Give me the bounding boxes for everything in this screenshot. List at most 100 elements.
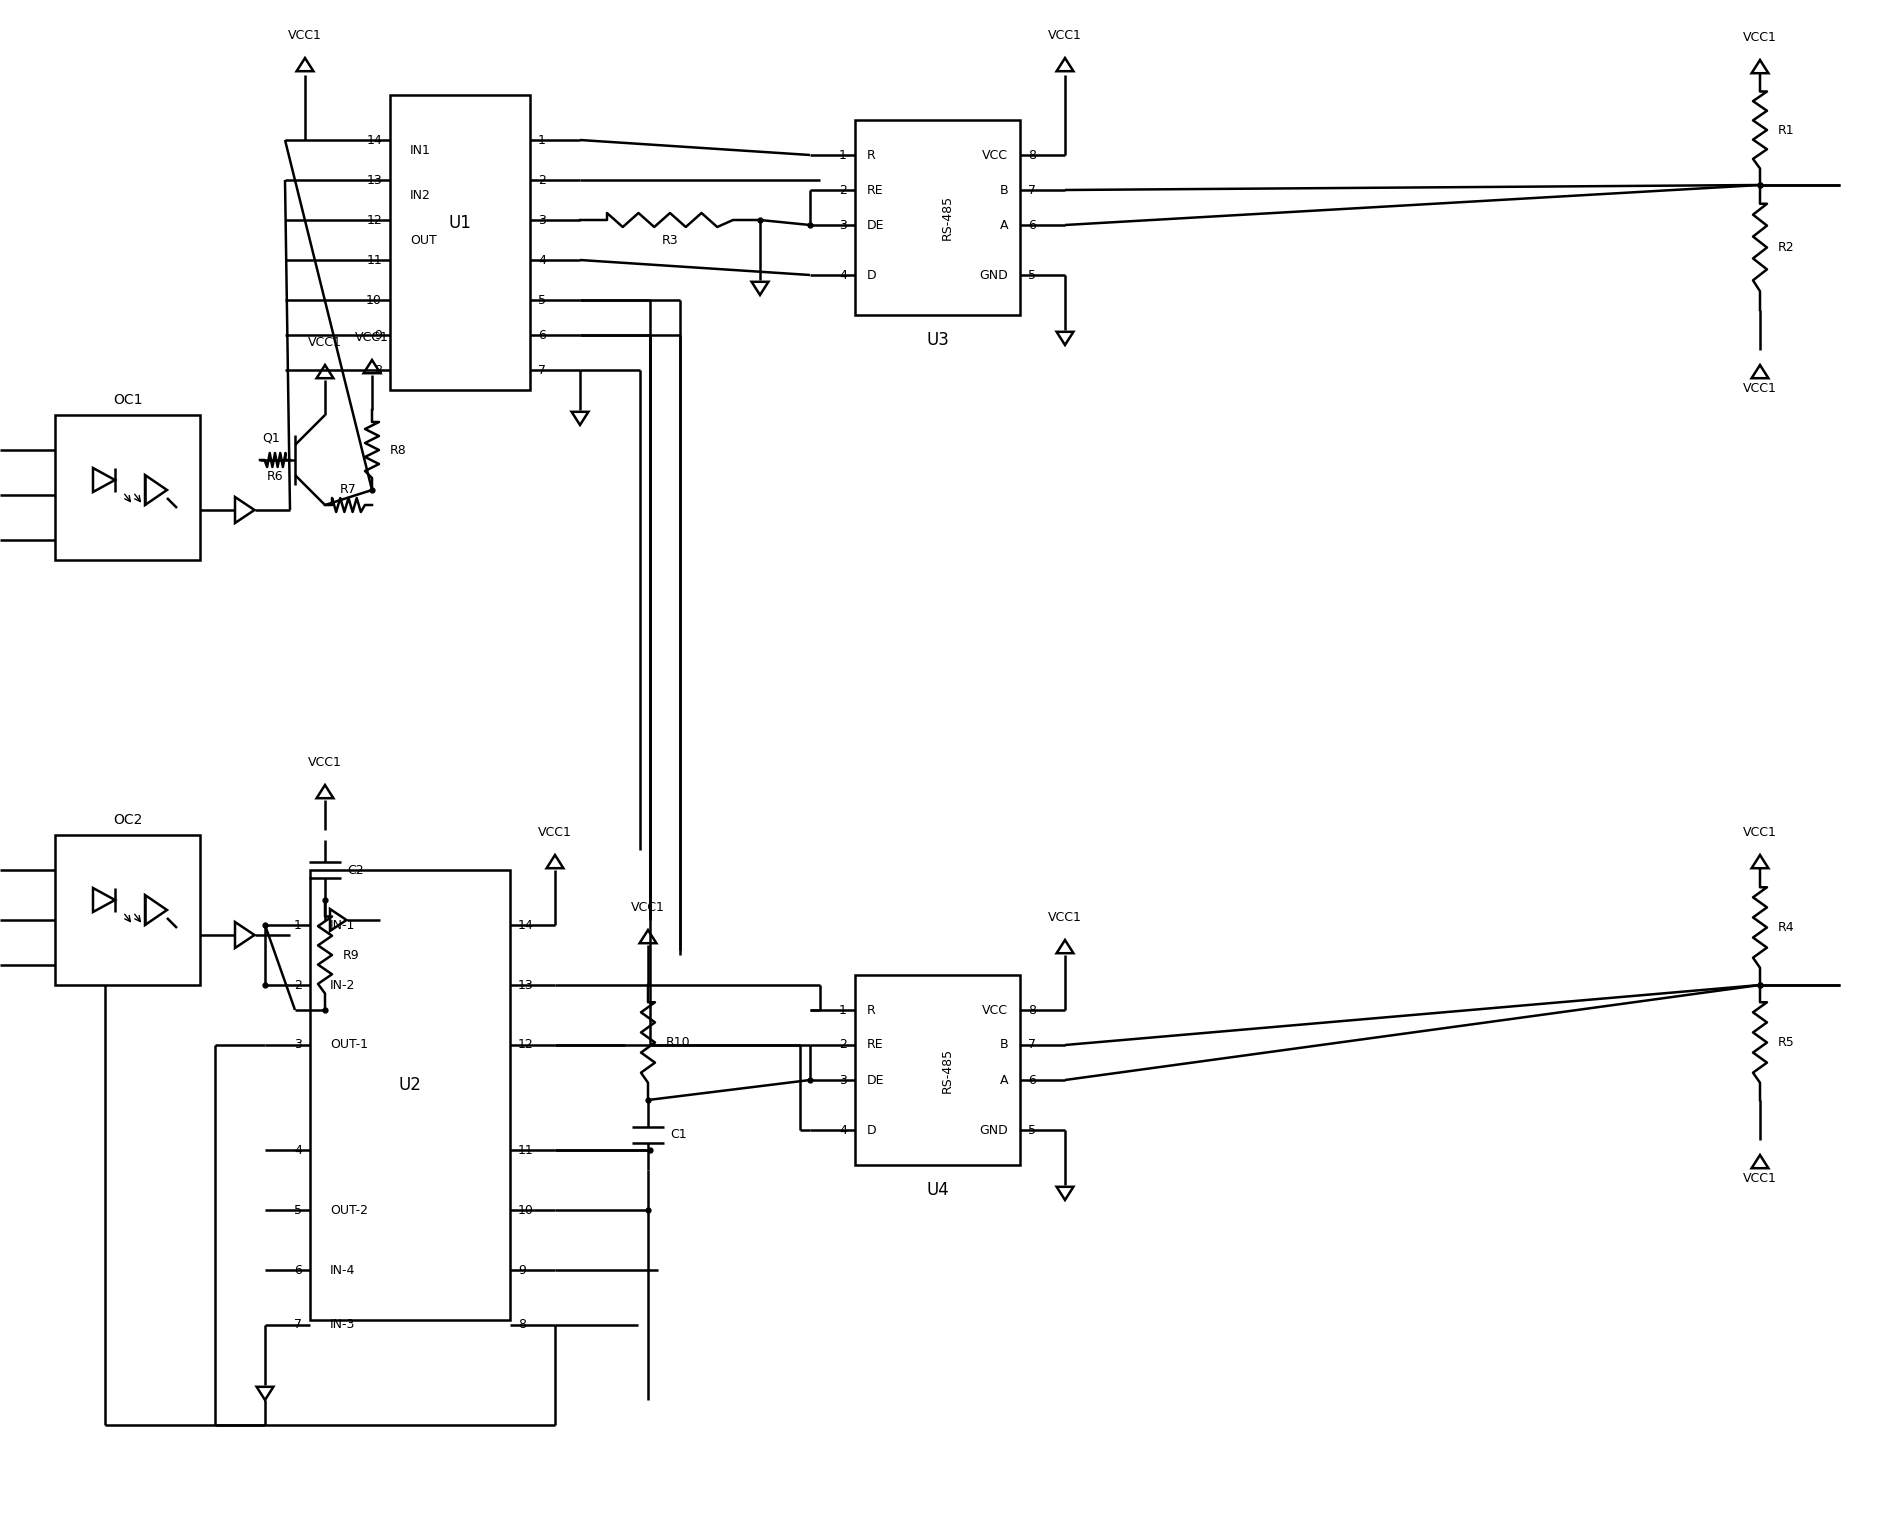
Text: 6: 6 — [1028, 218, 1035, 232]
Text: OC2: OC2 — [112, 813, 143, 827]
Text: R3: R3 — [662, 233, 677, 247]
Text: 4: 4 — [839, 1123, 847, 1137]
Text: 6: 6 — [1028, 1073, 1035, 1087]
Text: 1: 1 — [539, 133, 546, 146]
Text: VCC1: VCC1 — [1049, 911, 1083, 923]
Text: RE: RE — [868, 183, 883, 197]
Text: OUT-1: OUT-1 — [329, 1039, 367, 1051]
Bar — [390, 95, 531, 391]
Text: 11: 11 — [518, 1143, 533, 1157]
Text: 1: 1 — [839, 1004, 847, 1016]
Text: IN2: IN2 — [409, 189, 430, 201]
Text: R4: R4 — [1777, 920, 1795, 934]
Text: 3: 3 — [539, 214, 546, 226]
Text: 7: 7 — [293, 1318, 303, 1332]
Text: OUT: OUT — [409, 233, 438, 247]
Text: VCC1: VCC1 — [356, 331, 388, 343]
Text: VCC1: VCC1 — [539, 826, 573, 838]
Bar — [854, 975, 1020, 1164]
Text: 3: 3 — [295, 1039, 303, 1051]
Text: IN-3: IN-3 — [329, 1318, 356, 1332]
Text: A: A — [999, 218, 1009, 232]
Text: 13: 13 — [518, 978, 533, 992]
Text: 7: 7 — [539, 363, 546, 377]
Text: Q1: Q1 — [263, 432, 280, 444]
Text: 8: 8 — [375, 363, 383, 377]
Text: 3: 3 — [839, 1073, 847, 1087]
Bar — [55, 415, 200, 560]
Text: VCC1: VCC1 — [308, 755, 343, 769]
Text: IN-1: IN-1 — [329, 919, 356, 931]
Text: 2: 2 — [295, 978, 303, 992]
Text: 9: 9 — [375, 328, 383, 342]
Text: 5: 5 — [293, 1204, 303, 1216]
Text: 12: 12 — [365, 214, 383, 226]
Text: 1: 1 — [839, 148, 847, 162]
Text: 10: 10 — [518, 1204, 535, 1216]
Text: 4: 4 — [839, 269, 847, 281]
Text: R10: R10 — [666, 1036, 691, 1048]
Text: 5: 5 — [1028, 269, 1035, 281]
Text: U3: U3 — [927, 331, 950, 349]
Text: RE: RE — [868, 1039, 883, 1051]
Text: GND: GND — [980, 269, 1009, 281]
Text: D: D — [868, 269, 877, 281]
Text: R2: R2 — [1777, 241, 1795, 253]
Text: VCC1: VCC1 — [1743, 31, 1777, 44]
Text: 11: 11 — [365, 253, 383, 267]
Text: VCC1: VCC1 — [1049, 29, 1083, 41]
Text: B: B — [999, 1039, 1009, 1051]
Text: 14: 14 — [365, 133, 383, 146]
Text: B: B — [999, 183, 1009, 197]
Text: 7: 7 — [1028, 183, 1035, 197]
Text: IN1: IN1 — [409, 143, 430, 157]
Text: R6: R6 — [266, 470, 284, 482]
Text: 2: 2 — [539, 174, 546, 186]
Text: DE: DE — [868, 1073, 885, 1087]
Text: VCC1: VCC1 — [1743, 826, 1777, 838]
Text: VCC: VCC — [982, 148, 1009, 162]
Text: 9: 9 — [518, 1264, 525, 1277]
Text: VCC1: VCC1 — [287, 29, 322, 41]
Bar — [310, 870, 510, 1320]
Text: RS-485: RS-485 — [940, 195, 953, 240]
Text: GND: GND — [980, 1123, 1009, 1137]
Text: 10: 10 — [365, 293, 383, 307]
Text: IN-4: IN-4 — [329, 1264, 356, 1277]
Text: IN-2: IN-2 — [329, 978, 356, 992]
Text: R1: R1 — [1777, 124, 1795, 136]
Text: VCC1: VCC1 — [308, 336, 343, 348]
Text: VCC: VCC — [982, 1004, 1009, 1016]
Text: DE: DE — [868, 218, 885, 232]
Bar — [55, 835, 200, 984]
Bar — [854, 121, 1020, 314]
Text: R: R — [868, 148, 875, 162]
Text: 5: 5 — [539, 293, 546, 307]
Text: U4: U4 — [927, 1181, 950, 1199]
Text: VCC1: VCC1 — [1743, 1172, 1777, 1184]
Text: 8: 8 — [1028, 1004, 1035, 1016]
Text: C2: C2 — [346, 864, 363, 876]
Text: R8: R8 — [390, 444, 407, 456]
Text: 14: 14 — [518, 919, 533, 931]
Text: 2: 2 — [839, 1039, 847, 1051]
Text: 1: 1 — [295, 919, 303, 931]
Text: R5: R5 — [1777, 1036, 1795, 1048]
Text: 12: 12 — [518, 1039, 533, 1051]
Text: D: D — [868, 1123, 877, 1137]
Text: 8: 8 — [518, 1318, 525, 1332]
Text: 2: 2 — [839, 183, 847, 197]
Text: R7: R7 — [339, 482, 356, 496]
Text: 6: 6 — [295, 1264, 303, 1277]
Text: VCC1: VCC1 — [1743, 382, 1777, 395]
Text: R9: R9 — [343, 949, 360, 961]
Text: 13: 13 — [365, 174, 383, 186]
Text: A: A — [999, 1073, 1009, 1087]
Text: 6: 6 — [539, 328, 546, 342]
Text: OC1: OC1 — [112, 394, 143, 407]
Text: 8: 8 — [1028, 148, 1035, 162]
Text: 4: 4 — [295, 1143, 303, 1157]
Text: 5: 5 — [1028, 1123, 1035, 1137]
Text: R: R — [868, 1004, 875, 1016]
Text: OUT-2: OUT-2 — [329, 1204, 367, 1216]
